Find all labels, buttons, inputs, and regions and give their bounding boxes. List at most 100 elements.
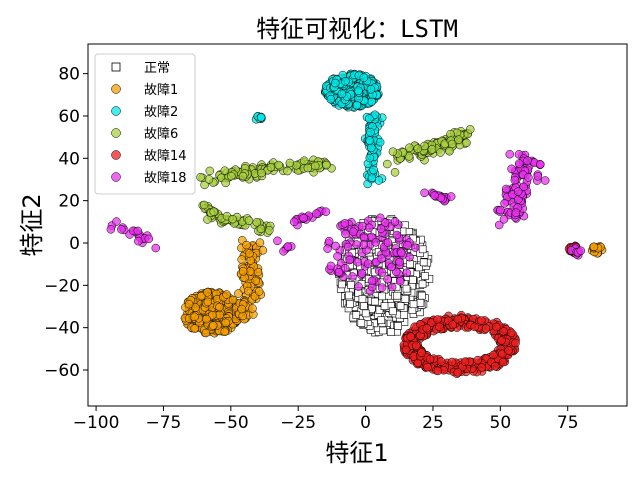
data-point xyxy=(436,148,445,157)
data-point xyxy=(228,214,237,224)
data-point xyxy=(353,257,362,267)
legend-marker xyxy=(111,128,121,138)
data-point xyxy=(190,312,199,322)
data-point xyxy=(489,350,498,360)
data-point xyxy=(340,219,350,228)
data-point xyxy=(361,309,370,318)
data-point xyxy=(202,314,211,324)
data-point xyxy=(402,268,412,278)
data-point xyxy=(220,327,230,337)
data-point xyxy=(383,275,392,284)
data-point xyxy=(285,158,295,168)
data-point xyxy=(234,289,243,298)
data-point xyxy=(433,366,443,376)
data-point xyxy=(346,300,354,308)
x-axis: −100 −75 −50 −25 0 25 50 75 xyxy=(73,406,579,433)
data-point xyxy=(540,176,550,185)
data-point xyxy=(413,144,423,153)
data-point xyxy=(134,236,143,246)
data-point xyxy=(405,143,414,153)
data-point xyxy=(246,256,256,265)
data-point xyxy=(238,266,248,276)
data-point xyxy=(151,243,161,253)
plot-frame xyxy=(87,43,628,407)
data-point xyxy=(256,113,266,122)
data-point xyxy=(507,164,516,174)
y-axis: −60 −40 −20 0 20 40 60 80 xyxy=(44,65,88,381)
data-point xyxy=(375,306,384,314)
data-point xyxy=(388,307,397,316)
data-point xyxy=(390,217,400,226)
data-point xyxy=(144,234,154,244)
data-point xyxy=(133,226,143,236)
data-point xyxy=(256,224,266,234)
data-point xyxy=(396,302,405,310)
data-point xyxy=(448,320,458,329)
x-tick-label: 75 xyxy=(557,413,579,433)
data-point xyxy=(117,225,126,234)
data-point xyxy=(423,362,432,372)
data-point xyxy=(106,225,116,234)
data-point xyxy=(513,187,523,196)
data-point xyxy=(283,242,293,251)
data-point xyxy=(504,346,513,355)
data-point xyxy=(220,166,230,175)
data-point xyxy=(387,328,395,336)
series-fault-5 xyxy=(106,149,586,296)
data-point xyxy=(221,178,230,188)
data-point xyxy=(245,249,254,258)
data-point xyxy=(412,341,421,350)
data-point xyxy=(274,160,283,170)
data-point xyxy=(357,269,367,278)
data-point xyxy=(403,240,412,250)
data-point xyxy=(324,236,334,246)
y-tick-label: 0 xyxy=(69,234,80,254)
data-point xyxy=(367,173,377,183)
data-point xyxy=(477,316,486,325)
data-point xyxy=(401,294,410,303)
data-point xyxy=(511,338,520,348)
data-point xyxy=(203,297,213,307)
data-point xyxy=(222,290,231,299)
data-point xyxy=(375,137,385,147)
data-point xyxy=(343,242,353,252)
data-point xyxy=(333,252,342,261)
data-point xyxy=(238,171,248,181)
data-point xyxy=(523,156,532,165)
data-point xyxy=(251,276,260,286)
data-point xyxy=(323,244,332,253)
data-point xyxy=(205,166,215,176)
data-point xyxy=(404,152,414,161)
data-point xyxy=(473,355,482,365)
data-point xyxy=(477,363,487,372)
data-point xyxy=(345,291,353,300)
data-point xyxy=(406,260,414,269)
data-point xyxy=(392,230,402,240)
data-point xyxy=(366,127,375,137)
data-point xyxy=(299,156,309,165)
data-point xyxy=(197,291,206,301)
data-point xyxy=(255,238,265,247)
data-point xyxy=(112,217,121,226)
data-point xyxy=(510,175,520,185)
series-fault-4 xyxy=(399,241,581,378)
data-point xyxy=(430,191,439,200)
data-point xyxy=(499,215,509,224)
data-point xyxy=(299,213,308,223)
data-point xyxy=(352,311,361,319)
data-point xyxy=(383,238,393,247)
data-point xyxy=(352,240,361,249)
data-point xyxy=(365,114,374,123)
data-point xyxy=(209,207,218,217)
x-tick-label: −75 xyxy=(146,413,182,433)
data-point xyxy=(337,89,347,99)
data-point xyxy=(410,243,420,252)
data-point xyxy=(331,241,340,251)
data-point xyxy=(312,209,321,218)
data-point xyxy=(354,282,363,291)
y-tick-label: −60 xyxy=(44,361,80,381)
data-point xyxy=(341,76,350,86)
data-point xyxy=(303,163,313,173)
